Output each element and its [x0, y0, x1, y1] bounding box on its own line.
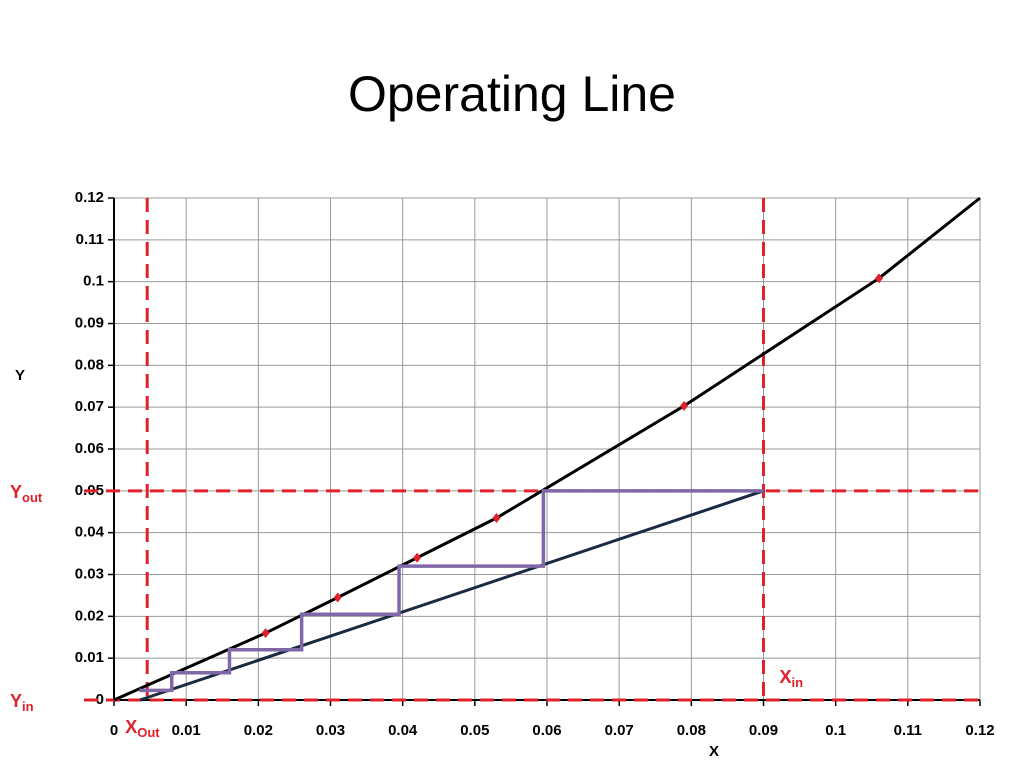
- series-line: [139, 489, 764, 702]
- x-tick-label: 0.05: [460, 722, 489, 739]
- reference-label: Yin: [10, 691, 34, 715]
- y-tick-label: 0.04: [75, 524, 105, 541]
- reference-label-sub: Out: [137, 725, 160, 740]
- y-tick-label: 0.12: [75, 189, 104, 206]
- reference-label-sub: in: [22, 699, 34, 714]
- reference-label-main: Y: [10, 482, 22, 502]
- x-tick-label: 0: [110, 722, 118, 739]
- data-point: [492, 513, 501, 524]
- x-tick-label: 0.06: [532, 722, 561, 739]
- y-tick-label: 0.11: [76, 231, 104, 248]
- x-tick-label: 0.03: [316, 722, 345, 739]
- series-line: [113, 196, 981, 702]
- x-tick-label: 0.02: [244, 722, 273, 739]
- y-tick-label: 0.09: [75, 314, 104, 331]
- reference-label: Yout: [10, 482, 43, 506]
- x-tick-label: 0.07: [605, 722, 634, 739]
- x-tick-label: 0.1: [825, 722, 846, 739]
- y-axis-label: Y: [15, 367, 25, 384]
- y-tick-label: 0.02: [75, 607, 104, 624]
- y-tick-label: 0.03: [75, 565, 104, 582]
- data-point: [261, 628, 270, 639]
- y-tick-label: 0.07: [75, 398, 104, 415]
- y-tick-label: 0.1: [83, 273, 104, 290]
- reference-label-sub: in: [792, 675, 804, 690]
- reference-label: XOut: [125, 717, 160, 741]
- reference-label-sub: out: [22, 490, 43, 505]
- reference-label-main: X: [125, 717, 137, 737]
- data-point: [874, 273, 883, 284]
- reference-label-main: X: [780, 667, 792, 687]
- data-point: [413, 552, 422, 563]
- y-tick-label: 0.01: [75, 649, 104, 666]
- reference-label-main: Y: [10, 691, 22, 711]
- data-point: [680, 400, 689, 411]
- y-tick-label: 0: [96, 691, 104, 708]
- x-axis-label: X: [709, 743, 719, 760]
- x-tick-label: 0.09: [749, 722, 778, 739]
- y-tick-label: 0.08: [75, 356, 104, 373]
- x-tick-label: 0.11: [894, 722, 922, 739]
- x-tick-label: 0.04: [388, 722, 418, 739]
- x-tick-label: 0.08: [677, 722, 706, 739]
- y-tick-label: 0.06: [75, 440, 104, 457]
- reference-label: Xin: [780, 667, 804, 691]
- x-tick-label: 0.01: [172, 722, 201, 739]
- x-tick-label: 0.12: [965, 722, 994, 739]
- data-point: [333, 592, 342, 603]
- series-line: [139, 489, 764, 693]
- chart-title: Operating Line: [348, 66, 676, 122]
